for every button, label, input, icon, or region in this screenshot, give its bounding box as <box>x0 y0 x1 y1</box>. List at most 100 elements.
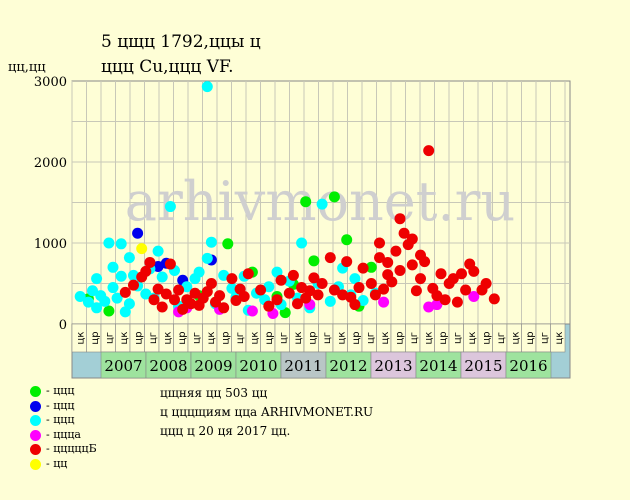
y-tick-label: 3000 <box>34 75 67 90</box>
half-year-label: цг <box>148 332 159 344</box>
data-point <box>406 259 418 271</box>
data-point <box>341 234 353 246</box>
data-point <box>140 288 152 300</box>
data-point <box>82 296 94 308</box>
data-point <box>365 278 377 289</box>
data-point <box>132 227 144 239</box>
data-point <box>156 271 168 283</box>
year-label: 2014 <box>419 357 457 375</box>
data-point <box>230 295 242 307</box>
chart-title-line1: 5 цщц 1792,ццы ц <box>101 32 261 52</box>
year-label: 2013 <box>374 357 412 375</box>
half-year-label: цк <box>75 332 86 345</box>
data-point <box>378 296 390 308</box>
half-year-label: цк <box>162 332 173 345</box>
data-point <box>246 305 258 317</box>
data-point <box>312 289 324 301</box>
year-label: 2016 <box>509 357 547 375</box>
data-point <box>296 237 308 249</box>
data-point <box>214 290 226 302</box>
data-point <box>107 282 119 294</box>
year-cell <box>370 351 417 379</box>
data-point <box>369 289 381 301</box>
data-point <box>128 269 139 281</box>
data-point <box>255 284 267 296</box>
data-point <box>300 196 312 208</box>
year-cell <box>415 351 462 379</box>
data-point <box>144 256 156 268</box>
legend-label: - ццц <box>46 413 75 426</box>
data-point <box>177 303 189 315</box>
data-point <box>136 243 148 255</box>
data-point <box>394 265 406 277</box>
half-year-label: цг <box>278 332 289 344</box>
data-point <box>328 191 340 203</box>
half-year-label: цр <box>177 331 188 344</box>
data-point <box>226 282 238 294</box>
data-point <box>451 296 463 308</box>
year-label: 2009 <box>194 357 232 375</box>
legend-label: - ццца <box>46 427 81 441</box>
half-year-label: цр <box>264 331 275 344</box>
data-point <box>357 262 369 274</box>
year-label: 2012 <box>329 357 367 375</box>
half-year-label: цк <box>206 332 217 345</box>
year-cell <box>325 351 372 379</box>
data-point <box>271 294 283 306</box>
data-point <box>185 298 197 310</box>
data-point <box>128 279 139 291</box>
half-year-label: цг <box>452 332 463 344</box>
data-point <box>201 252 213 264</box>
data-point <box>316 278 328 289</box>
data-point <box>287 269 299 281</box>
half-year-label: цк <box>293 332 304 345</box>
info-line: ццц ц 20 ця 2017 цц. <box>160 424 291 438</box>
half-year-label: цк <box>249 332 260 345</box>
year-label: 2007 <box>104 357 142 375</box>
half-year-label: цг <box>191 332 202 344</box>
half-year-label: цр <box>481 331 492 344</box>
data-point <box>488 293 500 305</box>
legend-dot <box>30 429 41 441</box>
data-point <box>349 273 361 285</box>
y-tick-label: 1000 <box>34 237 67 252</box>
y-tick-label: 2000 <box>34 156 67 171</box>
year-cell <box>505 351 552 379</box>
data-point <box>410 285 422 297</box>
data-point <box>271 266 283 278</box>
data-point <box>324 252 336 264</box>
chart-title-line2: ццц Cu,ццц VF. <box>101 57 234 77</box>
half-year-label: цк <box>467 332 478 345</box>
data-point <box>292 298 303 310</box>
data-point <box>435 268 447 280</box>
info-block: цщняя цц 503 цц ц цццщиям цца ARHIVMONET… <box>160 384 373 441</box>
data-point <box>205 236 217 248</box>
half-year-label: цг <box>496 332 507 344</box>
data-point <box>341 256 353 268</box>
year-label: 2015 <box>464 357 502 375</box>
data-point <box>349 299 361 311</box>
half-year-label: цр <box>351 331 362 344</box>
half-year-label: цр <box>307 331 318 344</box>
data-point <box>152 245 164 257</box>
data-point <box>115 270 127 282</box>
data-point <box>189 287 201 299</box>
data-point <box>169 294 180 306</box>
data-point <box>308 255 320 267</box>
data-point <box>91 273 103 285</box>
data-point <box>378 283 390 295</box>
data-point <box>205 278 217 289</box>
year-cell <box>190 351 237 379</box>
data-point <box>328 284 340 296</box>
data-point <box>398 227 410 239</box>
data-point <box>468 265 480 277</box>
data-point <box>374 252 385 264</box>
data-point <box>374 237 385 249</box>
data-point <box>357 295 369 307</box>
data-point <box>123 298 135 310</box>
data-point <box>103 237 115 249</box>
half-year-label: цк <box>119 332 130 345</box>
data-point <box>107 261 119 273</box>
data-point <box>353 282 365 294</box>
